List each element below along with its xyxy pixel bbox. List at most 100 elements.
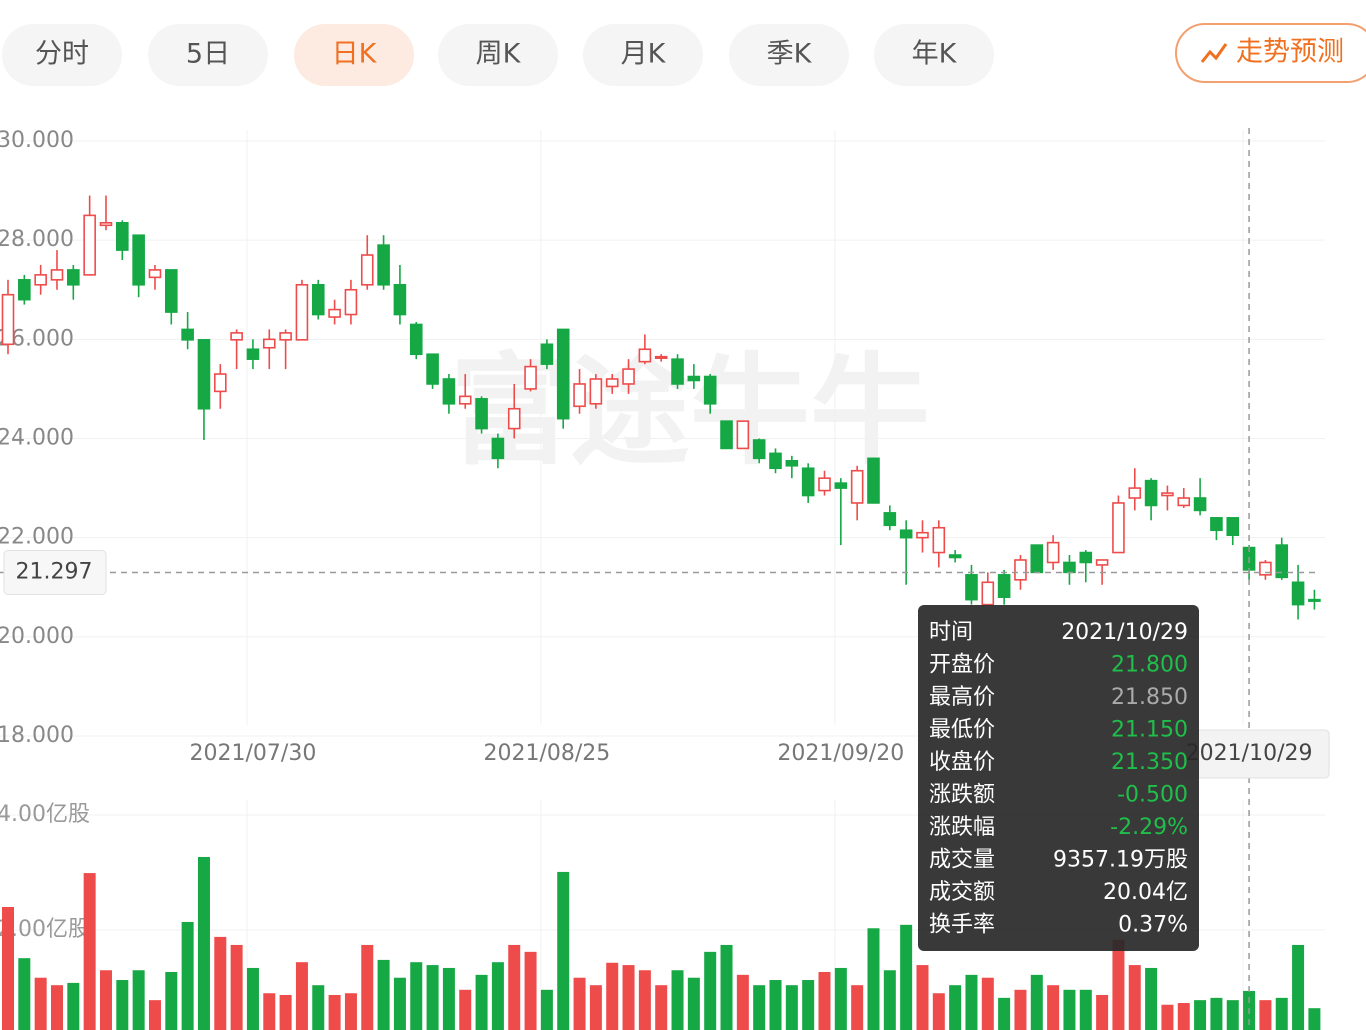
tab[interactable]	[438, 24, 558, 86]
candle-body	[507, 407, 521, 430]
volume-bar	[295, 962, 308, 1030]
candle-body	[426, 353, 439, 385]
tab-label[interactable]: 5日	[186, 39, 230, 70]
candle-body	[1128, 487, 1142, 499]
candle-body	[899, 529, 913, 539]
volume-bar	[589, 985, 602, 1030]
candle-body	[148, 269, 162, 279]
tab-label[interactable]: 周K	[476, 39, 522, 70]
volume-bar	[802, 980, 815, 1030]
candle-body	[67, 269, 80, 286]
candle-body	[50, 269, 64, 281]
tooltip-label: 时间	[929, 620, 973, 645]
volume-bar	[1079, 989, 1092, 1030]
forecast-icon[interactable]	[1200, 43, 1228, 63]
candle-body	[965, 574, 978, 601]
tab-label[interactable]: 年K	[912, 39, 958, 70]
volume-bar	[720, 944, 733, 1030]
price-label-box	[3, 550, 107, 596]
tooltip-value: 20.04亿	[1103, 880, 1188, 905]
tooltip	[918, 605, 1199, 951]
volume-bar	[655, 985, 668, 1030]
volume-bar	[197, 856, 210, 1030]
candle-body	[116, 222, 129, 251]
tab[interactable]	[148, 24, 268, 86]
tab-label[interactable]: 分时	[35, 39, 89, 70]
candle-body	[34, 274, 47, 286]
volume-bar	[1210, 997, 1223, 1030]
volume-bar	[736, 974, 749, 1030]
tab[interactable]	[2, 24, 122, 86]
volume-bar	[1259, 1000, 1272, 1030]
candle-body	[834, 482, 848, 489]
volume-bar	[18, 958, 31, 1030]
forecast-button[interactable]	[1175, 23, 1366, 83]
candle-body	[997, 574, 1011, 598]
tab-label[interactable]: 月K	[621, 39, 667, 70]
volume-bar	[1112, 939, 1125, 1030]
tooltip-label: 换手率	[929, 913, 995, 938]
candle-body	[720, 420, 733, 450]
candle-body	[360, 254, 374, 286]
volume-bar	[540, 989, 553, 1030]
candle-body	[1095, 559, 1109, 566]
candle-body	[442, 378, 456, 405]
volume-bar	[263, 993, 276, 1030]
candle-body	[1210, 517, 1223, 532]
volume-bar	[361, 944, 374, 1030]
volume-bar	[2, 907, 14, 1030]
tab[interactable]	[294, 24, 414, 86]
candle-body	[1112, 502, 1125, 554]
tab[interactable]	[874, 24, 994, 86]
volume-bar	[132, 970, 145, 1030]
candle-body	[867, 457, 880, 504]
tab-label[interactable]: 日K	[332, 39, 378, 70]
volume-bar	[573, 977, 586, 1030]
volume-bar	[981, 977, 994, 1030]
volume-bar	[246, 967, 259, 1030]
volume-bar	[900, 924, 913, 1030]
candle-body	[1291, 581, 1305, 606]
volume-bar	[442, 967, 455, 1030]
tooltip-value: 0.37%	[1118, 913, 1188, 938]
candle-body	[262, 338, 276, 349]
tooltip-label: 涨跌额	[929, 783, 995, 808]
candle-body	[1308, 598, 1321, 602]
candle-body	[1144, 479, 1158, 507]
candle-body	[1259, 561, 1272, 576]
candle-body	[475, 398, 488, 430]
volume-bar	[818, 971, 831, 1030]
tooltip-value: 21.800	[1111, 653, 1188, 678]
tooltip-value: 9357.19万股	[1053, 848, 1188, 873]
tooltip-label: 最高价	[929, 685, 995, 710]
candle-body	[1177, 497, 1191, 507]
tooltip-value: -0.500	[1117, 783, 1188, 808]
candle-body	[230, 332, 243, 341]
tab[interactable]	[583, 24, 703, 86]
forecast-label[interactable]: 走势预测	[1236, 37, 1344, 68]
candle-body	[181, 328, 194, 341]
candle-body	[671, 358, 684, 385]
y-tick-label: 24.000	[0, 426, 74, 451]
volume-bar	[1030, 974, 1043, 1030]
volume-bar	[622, 965, 635, 1030]
candle-body	[1079, 551, 1093, 564]
y-tick-label: 20.000	[0, 624, 74, 649]
y-tick-label: 2.00亿股	[0, 917, 90, 942]
candle-body	[1046, 541, 1060, 564]
volume-bar	[965, 974, 978, 1030]
candle-body	[165, 269, 178, 313]
volume-bar	[1096, 994, 1109, 1030]
volume-bar	[785, 985, 798, 1030]
tooltip-label: 涨跌幅	[929, 815, 995, 840]
volume-bar	[165, 971, 178, 1030]
volume-bar	[1128, 965, 1141, 1030]
tab[interactable]	[729, 24, 849, 86]
candle-body	[1030, 544, 1044, 574]
tab-label[interactable]: 季K	[767, 39, 813, 70]
x-tick-label: 2021/08/25	[483, 741, 610, 766]
candle-body	[752, 439, 766, 460]
y-tick-label: 18.000	[0, 723, 74, 748]
volume-bar	[279, 994, 292, 1030]
